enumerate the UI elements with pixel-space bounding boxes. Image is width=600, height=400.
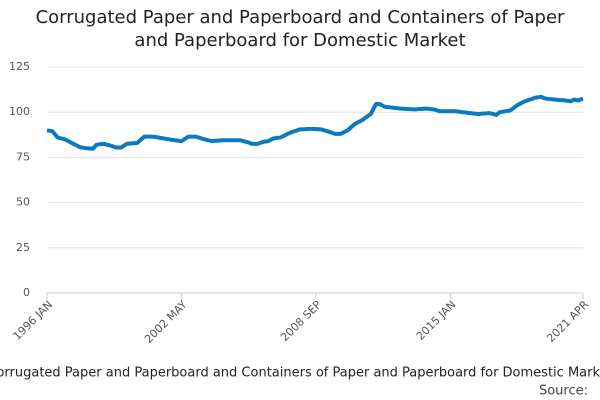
chart-title: Corrugated Paper and Paperboard and Cont…	[35, 7, 565, 51]
x-tick-label: 1996 JAN	[10, 298, 55, 343]
x-tick-label: 2002 MAY	[142, 298, 190, 346]
legend-entry: Corrugated Paper and Paperboard and Cont…	[0, 366, 600, 381]
x-tick-label: 2015 JAN	[414, 298, 459, 343]
y-tick-label: 75	[16, 150, 30, 163]
y-tick-label: 125	[9, 60, 30, 73]
source: Source:	[539, 384, 588, 399]
y-tick-label: 25	[16, 241, 30, 254]
data-line	[46, 94, 584, 151]
x-tick-label: 2021 APR	[544, 298, 591, 345]
y-tick-label: 50	[16, 196, 30, 209]
y-tick-label: 0	[23, 286, 30, 299]
y-tick-label: 100	[9, 105, 30, 118]
x-tick-label: 2008 SEP	[278, 298, 324, 344]
